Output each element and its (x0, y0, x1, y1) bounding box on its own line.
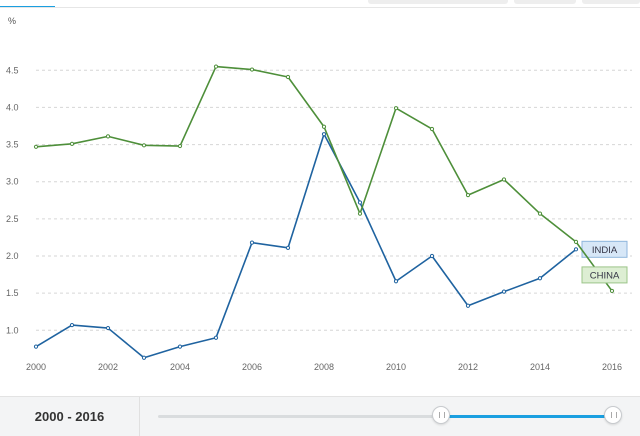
tab-placeholder[interactable] (582, 0, 640, 4)
x-tick-label: 2014 (530, 362, 550, 372)
series-label-india: INDIA (592, 245, 618, 256)
data-point (177, 344, 183, 349)
line-chart: % 1.0 1.5 2.0 2.5 3.0 3.5 4.0 4.5 2000 2002 2004 200… (6, 16, 632, 372)
data-point (573, 239, 579, 244)
data-point (537, 211, 543, 216)
data-point (321, 132, 327, 137)
top-divider (0, 7, 640, 8)
data-point (213, 64, 219, 69)
range-slider-bar: 2000 - 2016 (0, 396, 640, 436)
y-tick-label: 2.0 (6, 251, 19, 261)
data-point (105, 134, 111, 139)
data-point (537, 276, 543, 281)
x-tick-label: 2002 (98, 362, 118, 372)
x-tick-label: 2012 (458, 362, 478, 372)
x-tick-label: 2000 (26, 362, 46, 372)
series-line-china (35, 65, 613, 292)
data-point (321, 124, 327, 129)
y-tick-label: 4.0 (6, 102, 19, 112)
data-point (105, 325, 111, 331)
y-tick-label: 2.5 (6, 214, 19, 224)
range-label: 2000 - 2016 (0, 397, 140, 436)
data-point (33, 344, 39, 349)
y-tick-label: 1.5 (6, 288, 19, 298)
data-point (249, 240, 255, 245)
data-point (69, 322, 75, 328)
series-label-box (581, 266, 628, 284)
data-point (465, 192, 471, 198)
data-point (249, 67, 255, 72)
x-tick-label: 2006 (242, 362, 262, 372)
x-tick-label: 2010 (386, 362, 406, 372)
data-point (429, 126, 435, 132)
tab-placeholder[interactable] (514, 0, 576, 4)
x-tick-label: 2016 (602, 362, 622, 372)
data-point (285, 245, 291, 250)
y-tick-label: 3.0 (6, 177, 19, 187)
slider-track[interactable] (158, 415, 618, 418)
data-point (609, 288, 615, 294)
data-point (285, 74, 291, 80)
data-point (393, 279, 399, 284)
data-point (177, 143, 183, 149)
data-point (573, 247, 579, 252)
tab-placeholder[interactable] (368, 0, 508, 4)
data-point (33, 144, 39, 149)
x-tick-label: 2004 (170, 362, 190, 372)
data-point (141, 355, 147, 360)
x-tick-label: 2008 (314, 362, 334, 372)
series-label-china: CHINA (590, 270, 620, 281)
y-tick-label: 3.5 (6, 140, 19, 150)
range-end-handle[interactable] (604, 406, 622, 424)
y-tick-label: 4.5 (6, 65, 19, 75)
data-point (501, 289, 507, 294)
data-point (501, 177, 507, 182)
y-tick-label: 1.0 (6, 325, 19, 335)
y-axis-unit-label: % (8, 16, 16, 26)
top-tab-strip (0, 0, 640, 8)
data-point (141, 143, 147, 148)
data-point (357, 200, 363, 205)
data-point (69, 141, 75, 146)
data-point (213, 335, 219, 340)
data-point (357, 211, 363, 216)
data-point (393, 106, 399, 111)
range-start-handle[interactable] (432, 406, 450, 424)
series-line-india (35, 133, 577, 359)
data-point (465, 303, 471, 308)
data-point (429, 253, 435, 259)
slider-selected-range (441, 415, 611, 418)
